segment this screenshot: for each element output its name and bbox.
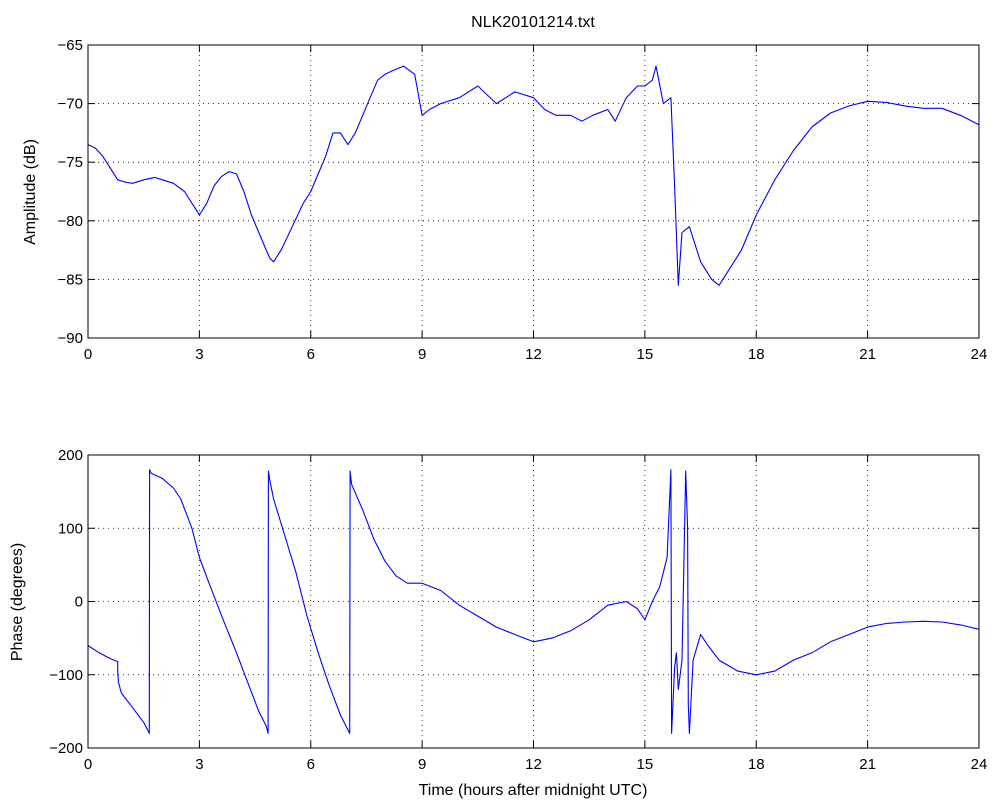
phase-panel: 0 3 6 9 12 15 18 21 24 −200 −100 0 100 200 Phase (deg… bbox=[9, 447, 987, 799]
phase-y-axis-label: Phase (degrees) bbox=[9, 543, 26, 661]
phase-x-axis-label: Time (hours after midnight UTC) bbox=[419, 782, 648, 799]
phase-x-tick-label: 6 bbox=[307, 756, 315, 773]
amplitude-x-tick-label: 21 bbox=[859, 346, 876, 363]
phase-y-tick-label: 0 bbox=[75, 594, 83, 611]
amplitude-y-tick-label: −90 bbox=[58, 330, 83, 347]
phase-x-tick-label: 24 bbox=[971, 756, 988, 773]
amplitude-panel: NLK20101214.txt 0 3 6 9 12 15 18 21 24 −90 −85 −80 −… bbox=[22, 14, 987, 363]
amplitude-series-line bbox=[87, 65, 980, 286]
phase-x-tick-label: 21 bbox=[859, 756, 876, 773]
amplitude-x-tick-label: 9 bbox=[418, 346, 426, 363]
amplitude-y-axis-label: Amplitude (dB) bbox=[22, 139, 39, 245]
phase-x-tick-label: 9 bbox=[418, 756, 426, 773]
amplitude-chart-title: NLK20101214.txt bbox=[471, 14, 595, 31]
amplitude-ticks bbox=[87, 44, 980, 339]
amplitude-x-tick-label: 0 bbox=[84, 346, 92, 363]
amplitude-y-tick-label: −85 bbox=[58, 271, 83, 288]
amplitude-y-tick-label: −70 bbox=[58, 96, 83, 113]
amplitude-y-tick-label: −80 bbox=[58, 213, 83, 230]
amplitude-x-tick-label: 3 bbox=[195, 346, 203, 363]
phase-y-tick-label: 100 bbox=[58, 520, 83, 537]
phase-x-tick-label: 3 bbox=[195, 756, 203, 773]
phase-y-tick-label: −100 bbox=[49, 667, 83, 684]
phase-tick-labels: 0 3 6 9 12 15 18 21 24 −200 −100 0 100 200 bbox=[49, 447, 987, 773]
amplitude-x-tick-label: 6 bbox=[307, 346, 315, 363]
phase-y-tick-label: 200 bbox=[58, 447, 83, 464]
phase-x-tick-label: 0 bbox=[84, 756, 92, 773]
phase-ticks bbox=[87, 454, 980, 749]
amplitude-grid bbox=[88, 45, 979, 338]
phase-x-tick-label: 18 bbox=[748, 756, 765, 773]
phase-y-tick-label: −200 bbox=[49, 740, 83, 757]
amplitude-x-tick-label: 24 bbox=[971, 346, 988, 363]
phase-grid bbox=[88, 455, 979, 748]
phase-series-line bbox=[87, 469, 980, 734]
amplitude-x-tick-label: 18 bbox=[748, 346, 765, 363]
amplitude-x-tick-label: 12 bbox=[525, 346, 542, 363]
amplitude-y-tick-label: −65 bbox=[58, 37, 83, 54]
amplitude-tick-labels: 0 3 6 9 12 15 18 21 24 −90 −85 −80 −75 −70 −65 bbox=[58, 37, 988, 363]
amplitude-x-tick-label: 15 bbox=[637, 346, 654, 363]
phase-x-tick-label: 15 bbox=[637, 756, 654, 773]
amplitude-y-tick-label: −75 bbox=[58, 154, 83, 171]
phase-x-tick-label: 12 bbox=[525, 756, 542, 773]
